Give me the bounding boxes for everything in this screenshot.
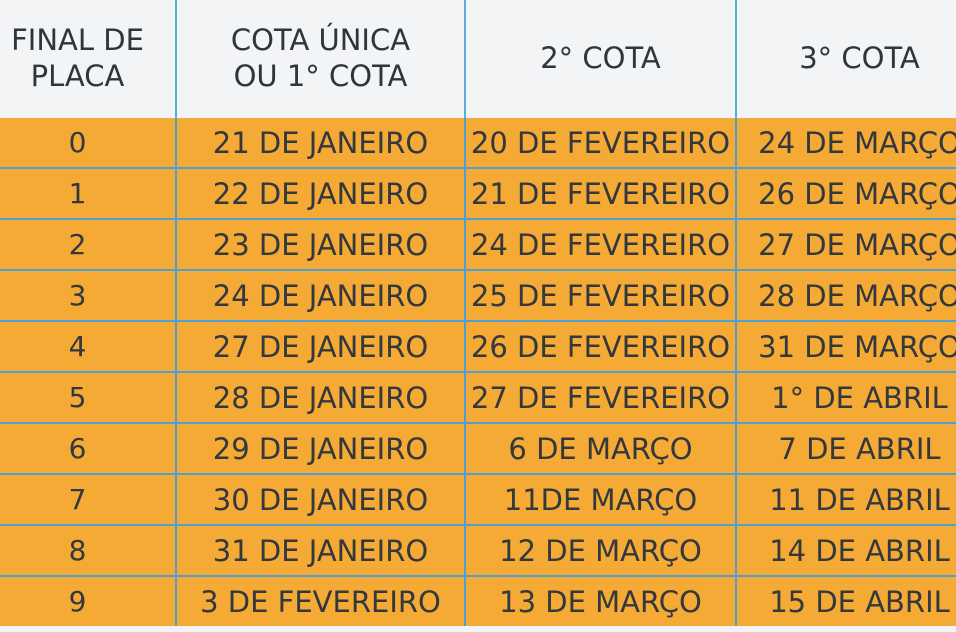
- cell-segunda-cota: 11DE MARÇO: [465, 473, 737, 525]
- table-row: 6 29 DE JANEIRO 6 DE MARÇO 7 DE ABRIL: [0, 422, 956, 474]
- table-row: 3 24 DE JANEIRO 25 DE FEVEREIRO 28 DE MA…: [0, 269, 956, 321]
- cell-terceira-cota: 31 DE MARÇO: [736, 320, 956, 372]
- cell-cota-unica: 24 DE JANEIRO: [176, 269, 466, 321]
- table-row: 4 27 DE JANEIRO 26 DE FEVEREIRO 31 DE MA…: [0, 320, 956, 372]
- cell-segunda-cota: 20 DE FEVEREIRO: [465, 117, 737, 168]
- cell-cota-unica: 30 DE JANEIRO: [176, 473, 466, 525]
- cell-segunda-cota: 6 DE MARÇO: [465, 422, 737, 474]
- cell-segunda-cota: 26 DE FEVEREIRO: [465, 320, 737, 372]
- table-row: 8 31 DE JANEIRO 12 DE MARÇO 14 DE ABRIL: [0, 524, 956, 576]
- cell-final-placa: 1: [0, 167, 177, 219]
- header-segunda-cota: 2° COTA: [465, 0, 737, 117]
- header-line: 2° COTA: [540, 41, 661, 75]
- cell-cota-unica: 27 DE JANEIRO: [176, 320, 466, 372]
- cell-final-placa: 8: [0, 524, 177, 576]
- cell-cota-unica: 29 DE JANEIRO: [176, 422, 466, 474]
- cell-terceira-cota: 26 DE MARÇO: [736, 167, 956, 219]
- cell-terceira-cota: 1° DE ABRIL: [736, 371, 956, 423]
- table-row: 5 28 DE JANEIRO 27 DE FEVEREIRO 1° DE AB…: [0, 371, 956, 423]
- cell-terceira-cota: 28 DE MARÇO: [736, 269, 956, 321]
- header-cota-unica: COTA ÚNICA OU 1° COTA: [176, 0, 466, 117]
- header-line: OU 1° COTA: [233, 59, 408, 93]
- cell-segunda-cota: 12 DE MARÇO: [465, 524, 737, 576]
- cell-final-placa: 0: [0, 117, 177, 168]
- cell-final-placa: 5: [0, 371, 177, 423]
- header-line: 3° COTA: [799, 41, 920, 75]
- header-terceira-cota: 3° COTA: [736, 0, 956, 117]
- header-row: FINAL DE PLACA COTA ÚNICA OU 1° COTA 2° …: [0, 0, 956, 117]
- cell-cota-unica: 23 DE JANEIRO: [176, 218, 466, 270]
- table-header: FINAL DE PLACA COTA ÚNICA OU 1° COTA 2° …: [0, 0, 956, 117]
- cell-segunda-cota: 24 DE FEVEREIRO: [465, 218, 737, 270]
- table-row: 2 23 DE JANEIRO 24 DE FEVEREIRO 27 DE MA…: [0, 218, 956, 270]
- cell-terceira-cota: 11 DE ABRIL: [736, 473, 956, 525]
- cell-final-placa: 3: [0, 269, 177, 321]
- cell-segunda-cota: 21 DE FEVEREIRO: [465, 167, 737, 219]
- cell-terceira-cota: 14 DE ABRIL: [736, 524, 956, 576]
- cell-cota-unica: 21 DE JANEIRO: [176, 117, 466, 168]
- cell-terceira-cota: 27 DE MARÇO: [736, 218, 956, 270]
- cell-cota-unica: 31 DE JANEIRO: [176, 524, 466, 576]
- cell-cota-unica: 3 DE FEVEREIRO: [176, 575, 466, 626]
- cell-final-placa: 9: [0, 575, 177, 626]
- header-line: PLACA: [30, 59, 125, 93]
- cell-segunda-cota: 13 DE MARÇO: [465, 575, 737, 626]
- header-line: COTA ÚNICA: [230, 23, 411, 57]
- table-row: 1 22 DE JANEIRO 21 DE FEVEREIRO 26 DE MA…: [0, 167, 956, 219]
- cell-cota-unica: 22 DE JANEIRO: [176, 167, 466, 219]
- cell-segunda-cota: 25 DE FEVEREIRO: [465, 269, 737, 321]
- table-body: 0 21 DE JANEIRO 20 DE FEVEREIRO 24 DE MA…: [0, 117, 956, 626]
- cell-final-placa: 7: [0, 473, 177, 525]
- cell-cota-unica: 28 DE JANEIRO: [176, 371, 466, 423]
- cell-segunda-cota: 27 DE FEVEREIRO: [465, 371, 737, 423]
- header-line: FINAL DE: [11, 23, 144, 57]
- cell-terceira-cota: 7 DE ABRIL: [736, 422, 956, 474]
- cell-final-placa: 6: [0, 422, 177, 474]
- cell-terceira-cota: 24 DE MARÇO: [736, 117, 956, 168]
- table-row: 9 3 DE FEVEREIRO 13 DE MARÇO 15 DE ABRIL: [0, 575, 956, 626]
- cell-terceira-cota: 15 DE ABRIL: [736, 575, 956, 626]
- table-row: 7 30 DE JANEIRO 11DE MARÇO 11 DE ABRIL: [0, 473, 956, 525]
- cell-final-placa: 2: [0, 218, 177, 270]
- cell-final-placa: 4: [0, 320, 177, 372]
- header-final-placa: FINAL DE PLACA: [0, 0, 177, 117]
- table-row: 0 21 DE JANEIRO 20 DE FEVEREIRO 24 DE MA…: [0, 117, 956, 168]
